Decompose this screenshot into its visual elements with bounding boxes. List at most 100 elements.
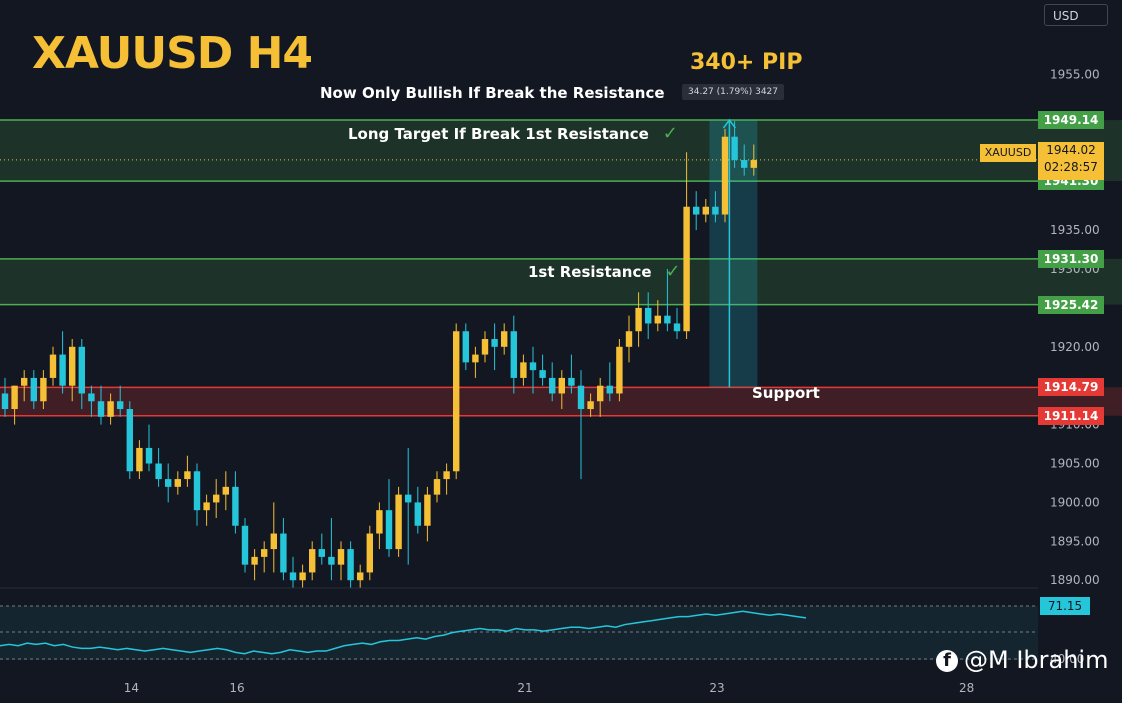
candle-body-32 [309, 549, 316, 573]
candle-body-12 [117, 401, 124, 410]
candle-body-73 [702, 206, 709, 215]
candle-body-58 [558, 377, 565, 394]
level-tag: 1914.79 [1038, 378, 1104, 397]
candle-body-47 [453, 331, 460, 472]
check-icon: ✓ [665, 261, 681, 282]
candle-body-34 [328, 556, 335, 565]
candle-body-76 [731, 136, 738, 161]
candle-body-27 [261, 549, 268, 557]
candle-body-16 [155, 463, 162, 480]
bullish-note: Now Only Bullish If Break the Resistance [320, 84, 665, 102]
long-target-note: Long Target If Break 1st Resistance ✓ [348, 123, 678, 144]
candle-body-22 [213, 494, 220, 503]
level-tag: 1925.42 [1038, 295, 1104, 314]
candle-body-1 [11, 385, 18, 410]
candle-body-52 [501, 331, 508, 347]
candle-body-46 [443, 471, 450, 480]
candle-body-29 [280, 533, 287, 573]
candle-body-60 [577, 385, 585, 410]
candle-body-30 [289, 572, 297, 581]
measure-box [709, 120, 758, 388]
candle-body-45 [433, 479, 441, 495]
candle-body-39 [376, 510, 383, 534]
candle-body-56 [539, 370, 546, 378]
candle-body-72 [693, 206, 700, 215]
candle-body-61 [587, 401, 594, 410]
measure-arrow-head [722, 118, 737, 129]
candle-body-31 [299, 572, 306, 581]
candle-body-69 [664, 315, 671, 324]
chart-title: XAUUSD H4 [32, 28, 313, 79]
y-tick-label: 1905.00 [1050, 457, 1100, 471]
y-tick-label: 1955.00 [1050, 67, 1100, 81]
level-tag: 1931.30 [1038, 249, 1104, 268]
candle-body-44 [424, 494, 431, 526]
bar-countdown: 02:28:57 [1044, 160, 1098, 174]
candle-body-38 [366, 533, 373, 573]
candle-body-10 [97, 401, 105, 417]
watermark-text: @M Ibrahim [964, 646, 1109, 674]
candle-body-18 [174, 479, 181, 487]
level-tag: 1949.14 [1038, 111, 1104, 130]
rsi-tick-label: 40.00 [1050, 652, 1084, 666]
candle-body-51 [491, 339, 498, 347]
candle-body-77 [741, 160, 748, 168]
measure-readout: 34.27 (1.79%) 3427 [682, 84, 785, 100]
candle-body-75 [721, 136, 729, 215]
candle-body-63 [606, 385, 613, 394]
long-target-label: Long Target If Break 1st Resistance [348, 125, 649, 143]
candle-body-13 [126, 409, 133, 472]
y-tick-label: 1935.00 [1050, 223, 1100, 237]
x-tick-label: 23 [709, 681, 724, 695]
candle-body-5 [49, 354, 57, 378]
candle-body-23 [222, 486, 229, 495]
x-tick-label: 21 [517, 681, 532, 695]
candle-body-19 [184, 471, 191, 480]
candle-body-41 [395, 494, 402, 550]
candle-body-62 [597, 385, 604, 402]
candle-body-7 [69, 346, 76, 386]
candle-body-36 [347, 549, 354, 581]
candle-body-53 [510, 331, 517, 378]
first-resistance-label: 1st Resistance [528, 263, 652, 281]
candle-body-71 [683, 206, 690, 332]
candle-body-8 [78, 346, 85, 394]
candle-body-26 [251, 556, 258, 565]
candle-body-65 [625, 331, 633, 347]
check-icon: ✓ [662, 123, 678, 144]
candle-body-14 [136, 447, 143, 472]
candle-body-6 [59, 354, 66, 386]
candle-body-15 [145, 447, 153, 464]
y-tick-label: 1900.00 [1050, 495, 1100, 509]
candle-body-40 [385, 510, 393, 550]
candle-body-28 [270, 533, 277, 550]
currency-button[interactable]: USD [1044, 4, 1108, 26]
support-note: Support [752, 384, 820, 402]
rsi-line [0, 610, 807, 655]
y-tick-label: 1920.00 [1050, 340, 1100, 354]
candle-body-57 [549, 377, 556, 394]
candle-body-50 [481, 339, 489, 355]
candle-body-66 [635, 307, 642, 332]
rsi-value: 71.15 [1040, 597, 1090, 615]
candle-body-33 [318, 549, 325, 557]
candle-body-64 [616, 346, 623, 394]
candle-body-43 [414, 502, 421, 526]
candle-body-54 [520, 362, 527, 378]
x-tick-label: 28 [959, 681, 974, 695]
pip-label: 340+ PIP [690, 50, 803, 75]
candle-body-11 [107, 401, 114, 417]
candle-body-70 [673, 323, 681, 332]
candle-body-24 [232, 486, 239, 526]
watermark: f @M Ibrahim [936, 646, 1108, 674]
candle-body-49 [472, 354, 479, 363]
last-price: 1944.02 [1046, 143, 1096, 157]
first-resistance-note: 1st Resistance ✓ [528, 261, 681, 282]
candle-body-0 [1, 393, 9, 410]
last-price-box: 1944.02 02:28:57 [1038, 142, 1104, 180]
y-tick-label: 1895.00 [1050, 534, 1100, 548]
candle-body-2 [21, 377, 28, 386]
candle-body-3 [30, 377, 37, 402]
candle-body-68 [654, 315, 661, 324]
